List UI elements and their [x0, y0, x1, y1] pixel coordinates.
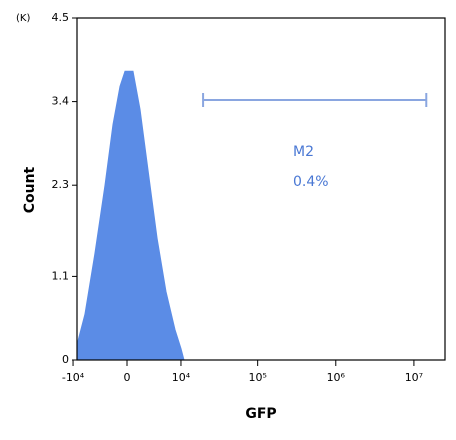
histogram-area	[76, 70, 185, 361]
y-tick-label: 4.5	[52, 11, 70, 24]
gate-name: M2	[293, 144, 314, 160]
x-axis-label: GFP	[245, 406, 276, 422]
x-tick-label: 0	[124, 371, 131, 384]
y-tick-label: 2.3	[52, 178, 70, 191]
y-tick-label: 0	[62, 353, 69, 366]
x-tick-label: -10⁴	[62, 371, 85, 384]
x-tick-label: 10⁶	[327, 371, 346, 384]
y-tick-label: 3.4	[52, 95, 70, 108]
x-tick-label: 10⁷	[405, 371, 423, 384]
y-unit: (K)	[16, 13, 30, 24]
plot-frame	[76, 17, 446, 361]
x-tick-label: 10⁵	[248, 371, 266, 384]
gate-percent: 0.4%	[293, 174, 329, 190]
y-axis-label: Count	[22, 166, 38, 213]
x-tick-label: 10⁴	[172, 371, 191, 384]
y-tick-label: 1.1	[52, 269, 70, 282]
